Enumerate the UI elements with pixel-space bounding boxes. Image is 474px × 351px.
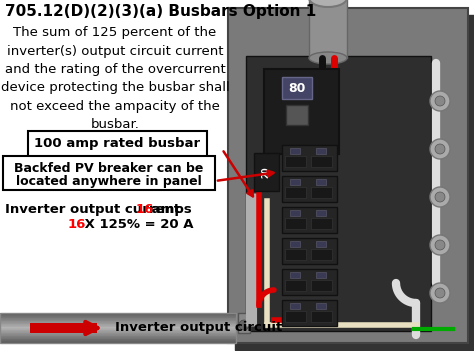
Bar [290,241,300,247]
Bar [311,280,332,291]
Circle shape [430,91,450,111]
Bar [282,145,337,171]
Bar [0,336,236,337]
Bar [0,340,236,341]
Bar [0,328,236,329]
Bar [316,179,326,185]
Bar [246,56,431,331]
Bar [316,303,326,309]
FancyBboxPatch shape [3,156,215,190]
Bar [0,342,236,343]
Circle shape [430,283,450,303]
Bar [0,317,236,318]
Bar [316,148,326,154]
Bar [0,334,236,335]
Bar [0,327,236,328]
Bar [286,105,308,125]
Bar [0,337,236,338]
Ellipse shape [309,0,347,7]
Circle shape [239,320,249,330]
Text: Backfed PV breaker can be: Backfed PV breaker can be [14,161,204,174]
Bar [316,272,326,278]
Bar [282,300,337,326]
Text: 20: 20 [262,166,271,178]
Bar [0,332,236,333]
Bar [311,187,332,198]
Text: Inverter output circuit: Inverter output circuit [115,322,282,335]
Bar [316,241,326,247]
Bar [0,323,236,324]
Bar [285,280,306,291]
Bar [0,326,236,327]
Text: amps: amps [146,203,191,216]
Bar [285,311,306,322]
Bar [228,8,468,343]
Circle shape [430,187,450,207]
Bar [311,156,332,167]
Bar [282,176,337,202]
Bar [0,322,236,323]
Bar [0,319,236,320]
Bar [311,249,332,260]
Bar [316,210,326,216]
Bar [254,153,279,191]
FancyBboxPatch shape [28,131,207,157]
Circle shape [430,235,450,255]
Bar [0,339,236,340]
Text: 100 amp rated busbar: 100 amp rated busbar [34,138,200,151]
Bar [285,249,306,260]
Bar [282,77,312,99]
Bar [0,321,236,322]
Bar [285,187,306,198]
Bar [264,69,339,154]
Text: 16: 16 [136,203,154,216]
Bar [0,341,236,342]
Bar [0,335,236,336]
Bar [0,333,236,334]
Bar [0,313,236,314]
Bar [290,148,300,154]
Bar [282,238,337,264]
Bar [290,272,300,278]
Bar [282,269,337,295]
Bar [0,324,236,325]
Bar [0,330,236,331]
Text: X 125% = 20 A: X 125% = 20 A [80,218,193,231]
Circle shape [435,192,445,202]
Bar [311,311,332,322]
Bar [0,320,236,321]
Bar [30,323,97,333]
Text: 80: 80 [288,81,306,94]
Text: 705.12(D)(2)(3)(a) Busbars Option 1: 705.12(D)(2)(3)(a) Busbars Option 1 [5,4,316,19]
Circle shape [435,288,445,298]
Circle shape [435,240,445,250]
Bar [282,207,337,233]
Bar [0,318,236,319]
Text: 16: 16 [68,218,86,231]
Bar [311,218,332,229]
Bar [0,314,236,315]
Bar [0,338,236,339]
Ellipse shape [309,52,347,64]
Bar [0,325,236,326]
Bar [285,156,306,167]
Text: Inverter output current: Inverter output current [5,203,185,216]
Bar [0,331,236,332]
Bar [0,329,236,330]
Text: The sum of 125 percent of the
inverter(s) output circuit current
and the rating : The sum of 125 percent of the inverter(s… [0,26,229,132]
Bar [290,210,300,216]
Circle shape [435,144,445,154]
Bar [309,0,347,58]
Bar [285,218,306,229]
Bar [238,313,250,333]
Text: located anywhere in panel: located anywhere in panel [16,174,202,187]
Bar [0,316,236,317]
Circle shape [435,96,445,106]
Bar [0,313,236,343]
Circle shape [430,139,450,159]
Bar [235,15,474,350]
Bar [290,179,300,185]
Bar [290,303,300,309]
Bar [0,315,236,316]
